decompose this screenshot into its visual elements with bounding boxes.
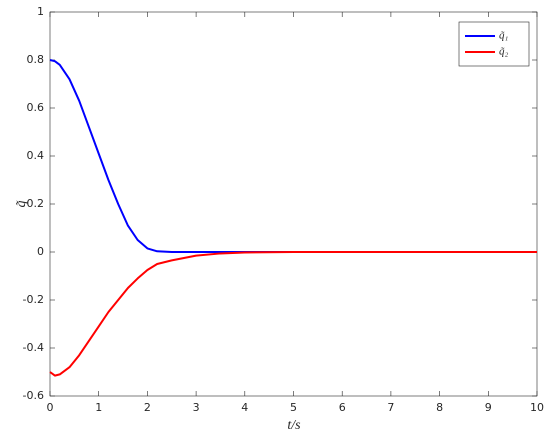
x-tick-label: 8 <box>436 401 443 414</box>
legend-box <box>458 21 530 67</box>
y-tick-label: -0.4 <box>23 341 44 354</box>
y-tick-label: 0.4 <box>27 149 45 162</box>
legend-label: q̃₂ <box>499 46 509 58</box>
plot-area <box>49 11 538 397</box>
x-tick-label: 1 <box>95 401 102 414</box>
x-tick-label: 6 <box>339 401 346 414</box>
x-tick-label: 7 <box>387 401 394 414</box>
legend-label: q̃₁ <box>499 30 509 42</box>
x-tick-label: 4 <box>241 401 248 414</box>
y-tick-label: 0 <box>37 245 44 258</box>
y-tick-label: -0.2 <box>23 293 44 306</box>
x-tick-label: 2 <box>144 401 151 414</box>
x-tick-label: 5 <box>290 401 297 414</box>
x-tick-label: 9 <box>485 401 492 414</box>
x-tick-label: 3 <box>193 401 200 414</box>
y-tick-label: 1 <box>37 5 44 18</box>
series-line <box>49 251 537 377</box>
y-tick-label: 0.6 <box>27 101 45 114</box>
y-axis-label: q̃ <box>14 200 29 207</box>
x-tick-label: 10 <box>530 401 544 414</box>
x-tick-label: 0 <box>47 401 54 414</box>
x-axis-label: t/s <box>287 418 301 433</box>
y-tick-label: 0.8 <box>27 53 45 66</box>
y-tick-label: 0.2 <box>27 197 45 210</box>
y-tick-label: -0.6 <box>23 389 44 402</box>
